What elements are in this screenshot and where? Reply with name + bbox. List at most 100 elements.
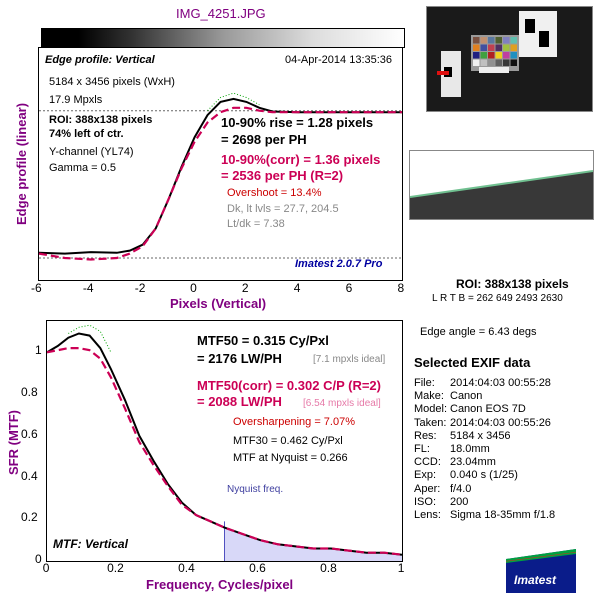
edge-chart-svg: [39, 92, 402, 261]
info-dims: 5184 x 3456 pixels (WxH): [49, 76, 175, 88]
oversharpening: Oversharpening = 7.07%: [233, 416, 355, 428]
edge-xtick-label: 0: [190, 281, 197, 295]
mtf50corr-line2: = 2088 LW/PH: [197, 394, 282, 409]
exif-key: Make:: [414, 390, 444, 403]
edge-xtick-label: 4: [293, 281, 301, 295]
thumb-color-patch: [488, 59, 495, 66]
thumb-color-patch: [480, 44, 487, 51]
thumb-color-patch: [480, 52, 487, 59]
exif-key: Taken:: [414, 416, 447, 429]
mtf-ytick-label: 0.8: [21, 385, 38, 400]
dk-lt-levels: Dk, lt lvls = 27.7, 204.5: [227, 203, 339, 215]
thumb-color-patch: [503, 52, 510, 59]
roi-lrtb: L R T B = 262 649 2493 2630: [432, 293, 563, 304]
thumb-color-patch: [495, 44, 502, 51]
file-title: IMG_4251.JPG: [176, 6, 266, 21]
thumb-color-patch: [473, 44, 480, 51]
edge-timestamp: 04-Apr-2014 13:35:36: [285, 54, 393, 66]
roi-crop-image: [409, 150, 594, 220]
mtf50-line1: MTF50 = 0.315 Cy/Pxl: [197, 333, 329, 348]
thumb-color-patch: [480, 59, 487, 66]
exif-value: f/4.0: [450, 482, 472, 495]
edge-xtick-label: 6: [345, 281, 353, 295]
thumb-color-patch: [480, 37, 487, 44]
edge-xlabel: Pixels (Vertical): [170, 296, 267, 311]
info-gamma: Gamma = 0.5: [49, 162, 116, 174]
edge-xtick-label: 8: [397, 281, 405, 295]
mtf50-line2: = 2176 LW/PH: [197, 351, 282, 366]
mtf-ytick-label: 0.2: [21, 510, 38, 525]
rise-corr-line2: = 2536 per PH (R=2): [221, 168, 344, 183]
info-left-of-ctr: 74% left of ctr.: [49, 128, 124, 140]
thumb-color-patch: [503, 59, 510, 66]
exif-value: Canon EOS 7D: [450, 403, 526, 416]
mtf-ytick-label: 0: [35, 552, 42, 566]
roi-crop-svg: [410, 170, 593, 219]
mtf-xtick-label: 0: [42, 561, 50, 575]
thumb-color-patch: [473, 52, 480, 59]
edge-xtick-label: -4: [82, 281, 94, 295]
mtf-ytick-label: 1: [35, 343, 42, 358]
mtf50corr-ideal: [6.54 mpxls ideal]: [303, 398, 381, 409]
mtf-xtick-label: 0.2: [107, 561, 124, 575]
edge-xtick-label: -2: [134, 281, 146, 295]
mtf50corr-line1: MTF50(corr) = 0.302 C/P (R=2): [197, 378, 381, 393]
chart-thumbnail-svg: [427, 7, 592, 111]
mtf-xtick-label: 0.6: [249, 561, 266, 575]
lt-dk-ratio: Lt/dk = 7.38: [227, 218, 285, 230]
imatest-logo: Imatest: [506, 545, 576, 593]
nyquist-shaded-area: [224, 527, 402, 561]
mtf-xtick-label: 0.8: [320, 561, 337, 575]
logo-text: Imatest: [514, 573, 557, 587]
exif-value: 23.04mm: [450, 456, 496, 469]
thumb-color-patch: [473, 37, 480, 44]
thumb-color-patch: [510, 52, 517, 59]
mtf-plot: MTF50 = 0.315 Cy/Pxl = 2176 LW/PH [7.1 m…: [46, 320, 403, 562]
edge-xtick-label: 2: [241, 281, 249, 295]
exif-value: 5184 x 3456: [450, 429, 511, 442]
mtf-ylabel: SFR (MTF): [6, 410, 21, 475]
thumb-color-patch: [495, 37, 502, 44]
edge-xtick-label: -6: [31, 281, 42, 295]
exif-value: 0.040 s (1/25): [450, 469, 518, 482]
mtf-xtick-label: 1: [397, 561, 405, 575]
info-mpxls: 17.9 Mpxls: [49, 94, 103, 106]
exif-title: Selected EXIF data: [414, 355, 531, 370]
thumb-color-patch: [503, 44, 510, 51]
mtf-ytick-label: 0.4: [21, 468, 38, 483]
exif-value: Canon: [450, 390, 483, 403]
rise-corr-line1: 10-90%(corr) = 1.36 pixels: [221, 152, 381, 167]
rise-line2: = 2698 per PH: [221, 132, 307, 147]
mtf30: MTF30 = 0.462 Cy/Pxl: [233, 435, 343, 447]
mtf50-ideal: [7.1 mpxls ideal]: [313, 354, 386, 365]
mtf-series-1: [47, 347, 402, 556]
thumb-color-patch: [510, 44, 517, 51]
exif-value: 2014:04:03 00:55:28: [450, 377, 551, 389]
imatest-logo-svg: [506, 545, 576, 593]
edge-series-1: [39, 106, 402, 261]
gradient-bar: [41, 28, 405, 48]
rise-line1: 10-90% rise = 1.28 pixels: [221, 115, 374, 130]
mtf-xtick-label: 0.4: [178, 561, 195, 575]
mtf-chart-svg: [47, 324, 402, 561]
exif-key: ISO:: [414, 495, 437, 508]
exif-value: 18.0mm: [450, 443, 490, 455]
thumb-color-patch: [495, 59, 502, 66]
thumb-color-patch: [503, 37, 510, 44]
edge-plot: Edge profile: Vertical 04-Apr-2014 13:35…: [38, 47, 403, 281]
mtf-nyquist: MTF at Nyquist = 0.266: [233, 452, 348, 464]
mtf-xlabel: Frequency, Cycles/pixel: [146, 577, 294, 592]
mtf-title: MTF: Vertical: [53, 537, 128, 551]
thumb-color-patch: [495, 52, 502, 59]
exif-value: Sigma 18-35mm f/1.8: [450, 509, 556, 521]
exif-value: 2014:04:03 00:55:26: [450, 416, 551, 429]
thumb-color-patch: [510, 37, 517, 44]
edge-series-0: [39, 97, 402, 255]
thumb-color-patch: [473, 59, 480, 66]
thumb-color-patch: [488, 52, 495, 59]
exif-key: File:: [414, 377, 435, 389]
overshoot: Overshoot = 13.4%: [227, 187, 322, 199]
version-label: Imatest 2.0.7 Pro: [295, 258, 383, 270]
exif-key: Model:: [414, 403, 448, 416]
exif-key: Exp:: [414, 469, 437, 482]
